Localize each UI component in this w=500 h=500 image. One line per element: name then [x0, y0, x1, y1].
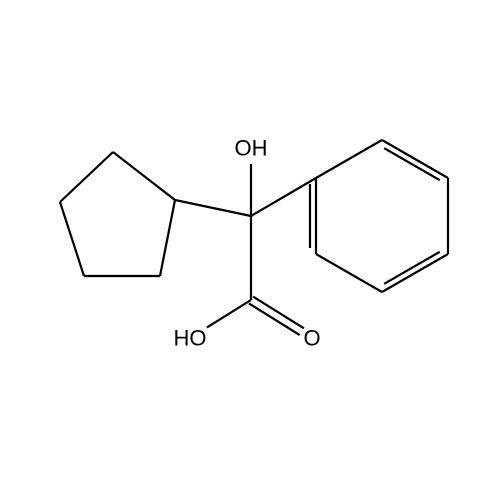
atom-label: OH	[235, 136, 268, 161]
molecule-structure-diagram: OH O HO	[0, 0, 500, 500]
bond-line	[382, 140, 448, 178]
atom-label: O	[303, 326, 320, 351]
bond-line	[316, 254, 382, 292]
bond-line	[316, 140, 382, 178]
bond-line	[60, 202, 84, 276]
bond-line	[382, 254, 448, 292]
bond-line	[207, 300, 251, 327]
atom-label: HO	[174, 326, 207, 351]
bond-line	[249, 303, 300, 335]
bond-line	[253, 297, 304, 329]
bond-line	[60, 152, 113, 202]
bond-line	[175, 200, 251, 216]
bond-line	[384, 148, 440, 180]
bond-line	[160, 200, 175, 276]
bond-line	[113, 152, 175, 200]
bond-line	[384, 252, 440, 284]
bond-line	[251, 178, 316, 216]
